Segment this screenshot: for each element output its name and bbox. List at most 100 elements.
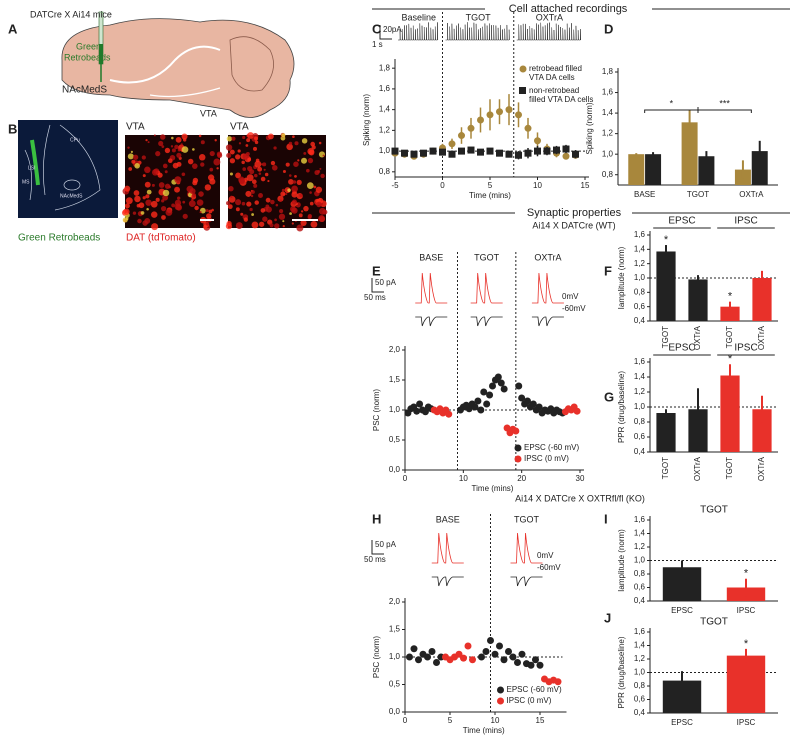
x-tick-label: TGOT xyxy=(661,326,670,348)
trace-label: 0mV xyxy=(537,551,554,560)
atlas-label: CPu xyxy=(70,137,80,143)
cell xyxy=(134,195,141,203)
cell xyxy=(136,203,141,208)
point xyxy=(505,648,512,655)
cell xyxy=(303,205,309,212)
cell xyxy=(198,154,206,161)
cell xyxy=(225,223,233,230)
cell xyxy=(205,222,210,226)
cell xyxy=(192,148,195,151)
legend-label: EPSC (-60 mV) xyxy=(506,685,562,694)
cell xyxy=(306,168,310,173)
panel-letter: C xyxy=(372,21,382,36)
y-tick-label: 0,6 xyxy=(634,302,646,311)
y-tick-label: 1,5 xyxy=(389,375,401,384)
scale-label: 50 pA xyxy=(375,540,397,549)
chart-title: TGOT xyxy=(700,505,728,516)
cell xyxy=(228,195,236,203)
y-tick-label: 0,0 xyxy=(389,465,401,474)
point xyxy=(486,111,494,119)
point xyxy=(467,146,475,154)
y-axis-label: Iamplitude (norm) xyxy=(617,246,626,309)
cell xyxy=(300,210,304,213)
legend-marker xyxy=(519,87,526,94)
x-tick-label: 5 xyxy=(488,181,493,190)
group-label: EPSC xyxy=(668,343,695,354)
cell xyxy=(137,218,142,224)
x-tick-label: OXTrA xyxy=(757,325,766,350)
cell xyxy=(180,143,183,146)
y-tick-label: 1,8 xyxy=(379,63,391,72)
point xyxy=(524,124,532,132)
cell xyxy=(292,180,297,184)
x-tick-label: 0 xyxy=(403,474,408,483)
cell xyxy=(175,136,182,143)
cell xyxy=(174,144,179,150)
panel-letter: B xyxy=(8,121,17,136)
x-axis-label: Time (mins) xyxy=(469,191,511,200)
cell xyxy=(245,190,252,197)
y-axis-label: Spiking (norm) xyxy=(362,94,371,146)
y-tick-label: 1,0 xyxy=(379,146,391,155)
y-tick-label: 1,4 xyxy=(634,641,646,650)
panel-letter: J xyxy=(604,610,611,625)
cell xyxy=(235,222,243,230)
y-axis-label: PSC (norm) xyxy=(372,389,381,432)
trace xyxy=(531,272,564,304)
legend-marker xyxy=(519,65,527,73)
point xyxy=(554,678,562,686)
cell xyxy=(150,200,158,208)
point xyxy=(410,645,418,653)
cell xyxy=(157,172,163,178)
cell xyxy=(153,134,156,137)
significance: * xyxy=(728,353,733,365)
y-tick-label: 0,5 xyxy=(389,680,401,689)
cell xyxy=(237,149,241,153)
point xyxy=(500,385,508,393)
cell xyxy=(151,169,159,176)
cell xyxy=(289,212,292,215)
cell xyxy=(280,191,286,197)
cell xyxy=(318,151,326,158)
y-tick-label: 0,4 xyxy=(634,596,646,605)
cell xyxy=(250,194,254,198)
x-axis-label: Time (mins) xyxy=(463,726,505,735)
point xyxy=(496,108,503,116)
cell xyxy=(176,161,182,167)
cell xyxy=(171,148,176,153)
point xyxy=(497,379,505,387)
cell xyxy=(322,154,325,157)
retrobead-signal xyxy=(30,139,40,186)
x-tick-label: TGOT xyxy=(725,326,734,348)
schematic-label: Retrobeads xyxy=(64,52,111,62)
panel-letter: F xyxy=(604,263,612,278)
trace xyxy=(510,532,543,564)
y-tick-label: 1,4 xyxy=(634,244,646,253)
y-tick-label: 1,4 xyxy=(379,105,391,114)
atlas-label: NAcMedS xyxy=(60,193,83,199)
cell xyxy=(243,217,248,222)
y-axis-label: PPR (drug/baseline) xyxy=(617,371,626,443)
cell xyxy=(241,160,245,165)
cell xyxy=(247,157,252,162)
cell xyxy=(296,179,302,185)
point xyxy=(518,650,526,658)
y-tick-label: 1,2 xyxy=(634,542,646,551)
cell xyxy=(254,160,262,168)
cell xyxy=(124,185,131,192)
x-tick-label: TGOT xyxy=(687,190,709,199)
trace-label: -60mV xyxy=(562,304,586,313)
y-tick-label: 1,6 xyxy=(379,84,391,93)
cell xyxy=(307,147,315,155)
cell xyxy=(177,148,181,152)
y-tick-label: 1,4 xyxy=(634,372,646,381)
y-tick-label: 0,6 xyxy=(634,583,646,592)
panel-letter: D xyxy=(604,21,613,36)
y-tick-label: 1,2 xyxy=(379,125,391,134)
y-tick-label: 2,0 xyxy=(389,345,401,354)
point xyxy=(413,407,421,415)
x-tick-label: OXTrA xyxy=(693,325,702,350)
cell xyxy=(306,182,314,189)
cell xyxy=(254,136,259,141)
legend-marker xyxy=(497,697,504,705)
